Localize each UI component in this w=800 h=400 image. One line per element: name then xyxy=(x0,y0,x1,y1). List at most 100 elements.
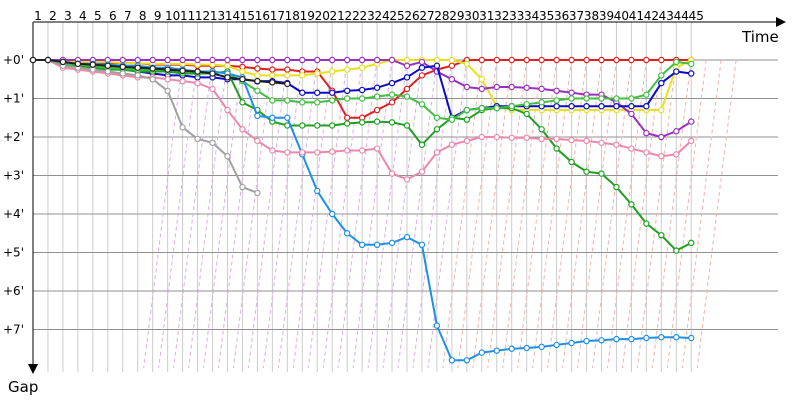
data-point xyxy=(179,56,186,64)
data-point xyxy=(388,99,396,106)
x-tick-label: 25 xyxy=(389,9,404,23)
data-point xyxy=(194,135,201,143)
data-point xyxy=(598,337,605,344)
data-point xyxy=(388,79,396,87)
data-point xyxy=(523,134,530,141)
data-point xyxy=(403,56,411,64)
x-tick-label: 22 xyxy=(345,9,360,23)
data-point xyxy=(508,56,515,64)
data-point xyxy=(493,347,500,354)
y-axis-label: Gap xyxy=(8,378,38,396)
diagonal-guide xyxy=(442,59,483,369)
data-point xyxy=(568,89,575,96)
data-point xyxy=(224,153,231,160)
data-point xyxy=(284,97,291,104)
x-tick-label: 44 xyxy=(674,9,689,23)
data-point xyxy=(358,147,366,154)
data-point xyxy=(388,170,396,177)
y-axis-arrow xyxy=(28,364,38,374)
x-tick-label: 33 xyxy=(509,9,524,23)
diagonal-guide xyxy=(606,59,647,369)
data-point xyxy=(239,76,246,83)
data-point xyxy=(508,134,515,141)
data-point xyxy=(553,97,560,104)
data-point xyxy=(209,70,216,77)
x-tick-label: 2 xyxy=(49,9,57,23)
data-point xyxy=(568,102,575,110)
data-point xyxy=(628,145,635,152)
data-point xyxy=(568,158,575,166)
data-point xyxy=(583,337,590,345)
data-point xyxy=(254,72,261,79)
data-point xyxy=(149,56,156,64)
data-point xyxy=(463,83,471,91)
diagonal-guide xyxy=(457,59,498,369)
data-point xyxy=(448,56,456,64)
data-point xyxy=(314,187,321,195)
data-point xyxy=(164,87,171,95)
data-point xyxy=(104,62,112,69)
diagonal-guide xyxy=(352,59,393,369)
data-point xyxy=(269,56,276,64)
y-tick-label: +1' xyxy=(3,92,24,106)
x-tick-label: 28 xyxy=(434,9,449,23)
diagonal-guide xyxy=(322,59,363,369)
x-tick-label: 38 xyxy=(584,9,599,23)
data-point xyxy=(134,72,141,79)
x-tick-label: 13 xyxy=(210,9,225,23)
data-point xyxy=(403,93,411,100)
data-point xyxy=(553,102,560,110)
data-point xyxy=(388,119,396,126)
diagonal-guide xyxy=(651,59,692,369)
data-point xyxy=(29,56,37,64)
x-axis-label: Time xyxy=(741,28,779,46)
data-point xyxy=(269,147,276,154)
data-point xyxy=(478,133,485,141)
data-point xyxy=(448,141,456,148)
data-point xyxy=(403,62,411,69)
series-line xyxy=(33,59,258,194)
data-point xyxy=(269,79,276,86)
x-tick-label: 3 xyxy=(64,9,72,23)
data-point xyxy=(613,102,620,110)
data-point xyxy=(209,85,216,93)
data-point xyxy=(254,137,261,145)
x-tick-label: 9 xyxy=(154,9,162,23)
diagonal-guide xyxy=(292,59,333,369)
data-point xyxy=(478,104,485,112)
data-point xyxy=(299,89,306,96)
data-point xyxy=(598,56,605,64)
data-point xyxy=(403,176,411,183)
data-point xyxy=(448,62,456,69)
data-point xyxy=(373,118,381,125)
data-point xyxy=(343,56,351,64)
data-point xyxy=(224,62,231,69)
data-point xyxy=(673,68,680,75)
data-point xyxy=(688,70,695,77)
data-point xyxy=(568,339,575,347)
x-tick-label: 23 xyxy=(359,9,374,23)
data-point xyxy=(403,122,411,129)
diagonal-guide xyxy=(636,59,677,369)
data-point xyxy=(329,68,336,75)
data-point xyxy=(493,104,500,112)
data-point xyxy=(343,147,351,154)
diagonal-guide xyxy=(577,59,617,369)
x-tick-label: 17 xyxy=(270,9,285,23)
diagonal-guide xyxy=(367,59,408,369)
data-point xyxy=(583,56,590,64)
data-point xyxy=(688,239,695,247)
diagonal-guide xyxy=(158,59,199,369)
data-point xyxy=(688,60,695,68)
diagonal-guide xyxy=(472,59,513,369)
data-point xyxy=(613,183,620,191)
data-point xyxy=(373,93,381,100)
data-point xyxy=(628,102,635,110)
data-point xyxy=(284,66,291,73)
data-point xyxy=(628,335,635,343)
data-point xyxy=(329,89,336,96)
x-tick-label: 43 xyxy=(659,9,674,23)
x-tick-label: 20 xyxy=(315,9,330,23)
data-point xyxy=(209,56,216,64)
